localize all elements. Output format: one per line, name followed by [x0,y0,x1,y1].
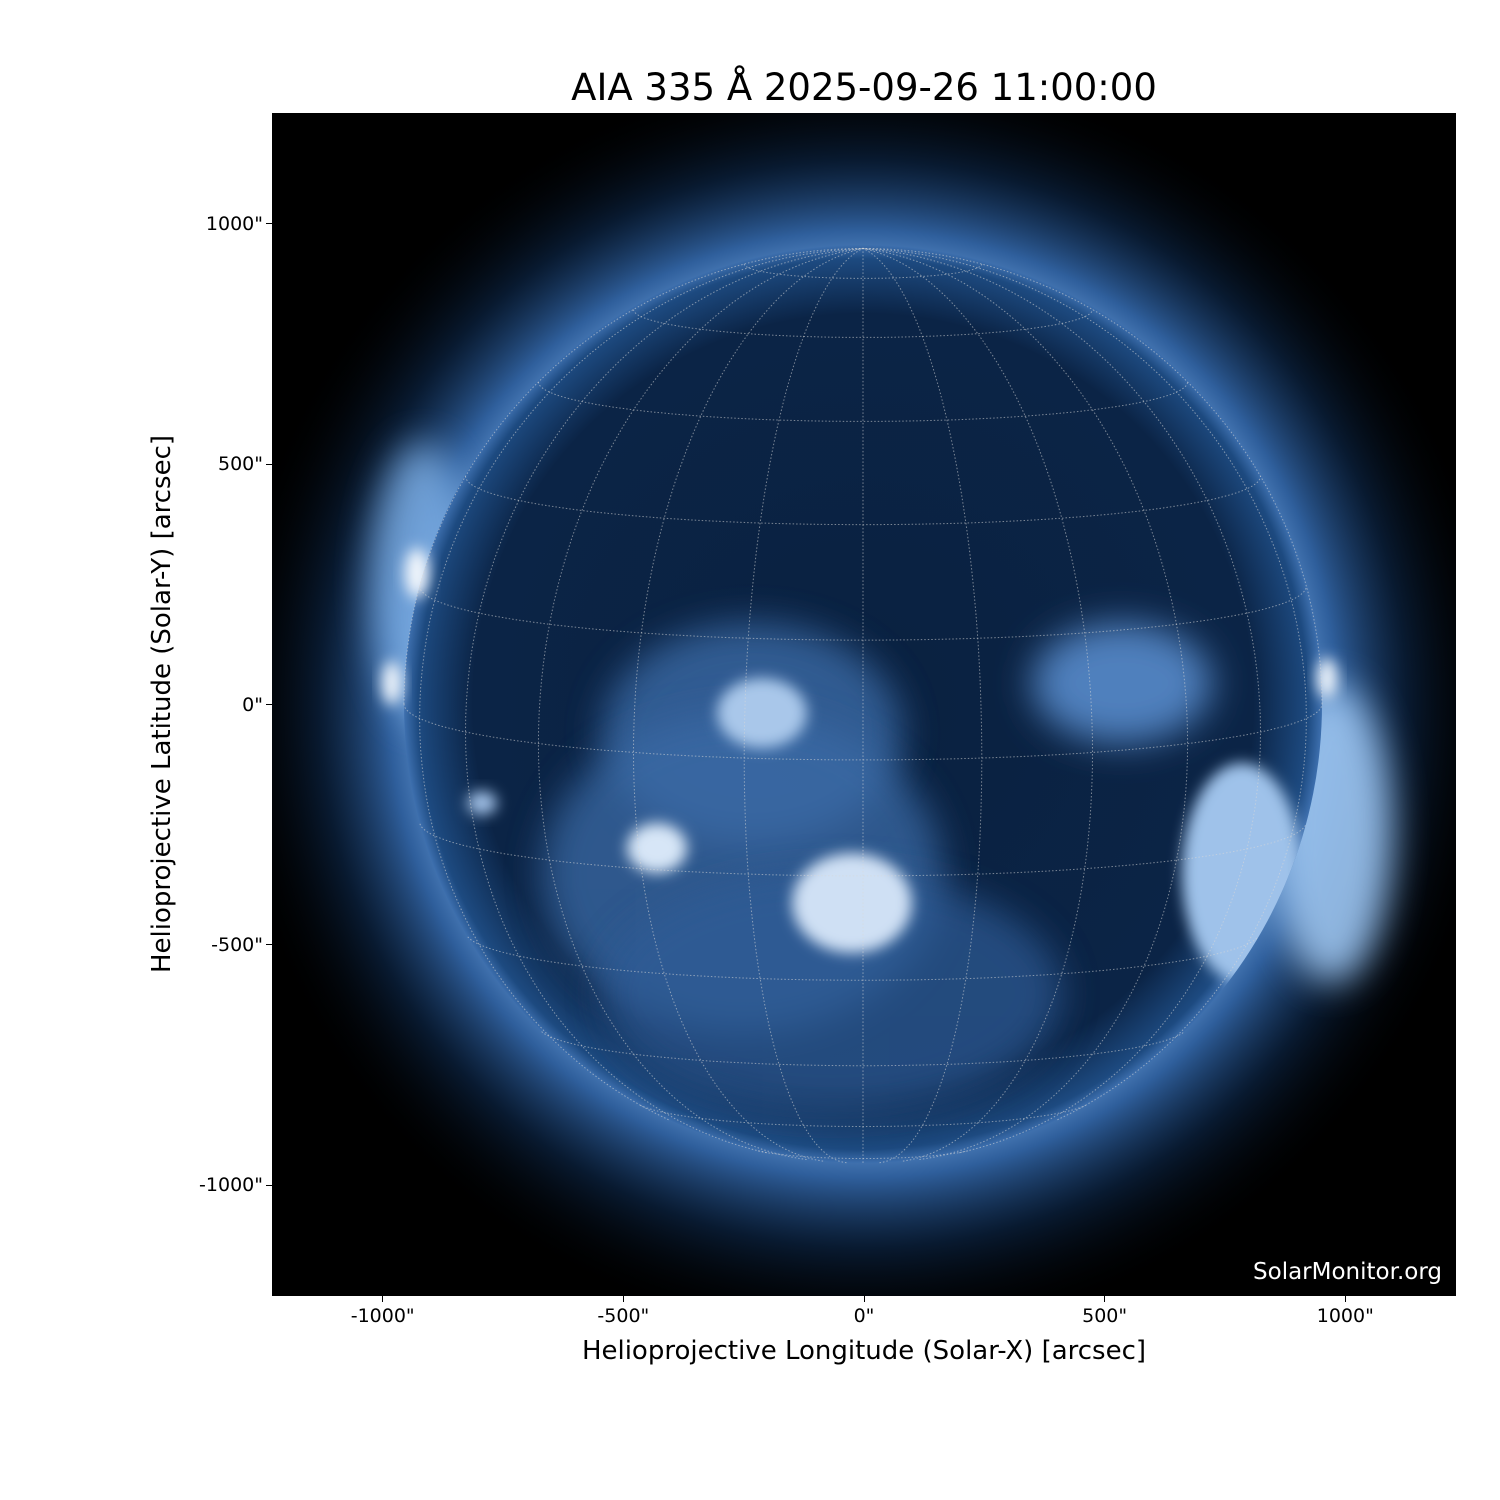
chart-title: AIA 335 Å 2025-09-26 11:00:00 [571,66,1157,109]
x-tick-label: 1000" [1316,1305,1374,1327]
x-tick-label: 500" [1082,1305,1128,1327]
meridian-line [862,247,1094,1162]
parallel-line [465,476,1261,526]
meridian-line [419,247,864,1121]
parallel-line [758,1150,968,1159]
y-tick-mark [266,223,272,225]
parallel-line [419,823,1307,877]
y-tick-mark [266,1184,272,1186]
y-tick-label: -500" [211,933,263,956]
watermark: SolarMonitor.org [1253,1259,1442,1285]
y-tick-mark [266,463,272,465]
solar-image: SolarMonitor.org [272,113,1456,1296]
x-tick-mark [1344,1296,1346,1302]
x-axis-label: Helioprojective Longitude (Solar-X) [arc… [581,1336,1147,1366]
x-tick-label: -500" [597,1305,650,1327]
x-tick-mark [1104,1296,1106,1302]
y-axis-label: Helioprojective Latitude (Solar-Y) [arcs… [147,434,177,974]
parallel-line [640,1104,1086,1127]
x-tick-mark [622,1296,624,1302]
x-tick-label: 0" [853,1305,875,1327]
meridian-line [537,247,864,1160]
meridian-line [862,247,1307,1121]
parallel-line [537,381,1189,422]
y-tick-label: 1000" [205,212,263,235]
meridian-line [862,247,1262,1154]
parallel-line [419,586,1307,641]
parallel-line [467,936,1259,981]
meridian-line [743,247,864,1164]
x-tick-label: -1000" [350,1305,415,1327]
y-tick-mark [266,944,272,946]
x-tick-mark [863,1296,865,1302]
y-tick-label: -1000" [199,1174,263,1197]
parallel-line [541,1031,1185,1067]
parallel-line [743,263,983,279]
meridian-line [862,247,983,1164]
y-tick-mark [266,704,272,705]
x-tick-mark [382,1296,384,1302]
y-tick-label: 0" [242,693,263,716]
meridian-line [632,247,864,1162]
parallel-line [633,309,1093,338]
meridian-line [862,247,1189,1160]
active-regions [467,623,1302,1113]
meridian-line [464,247,864,1154]
y-tick-label: 500" [217,453,263,476]
heliographic-grid [403,247,1323,1164]
meridian-line [862,247,1323,705]
parallel-line [403,703,1323,761]
solar-image-panel: SolarMonitor.org [272,113,1456,1296]
